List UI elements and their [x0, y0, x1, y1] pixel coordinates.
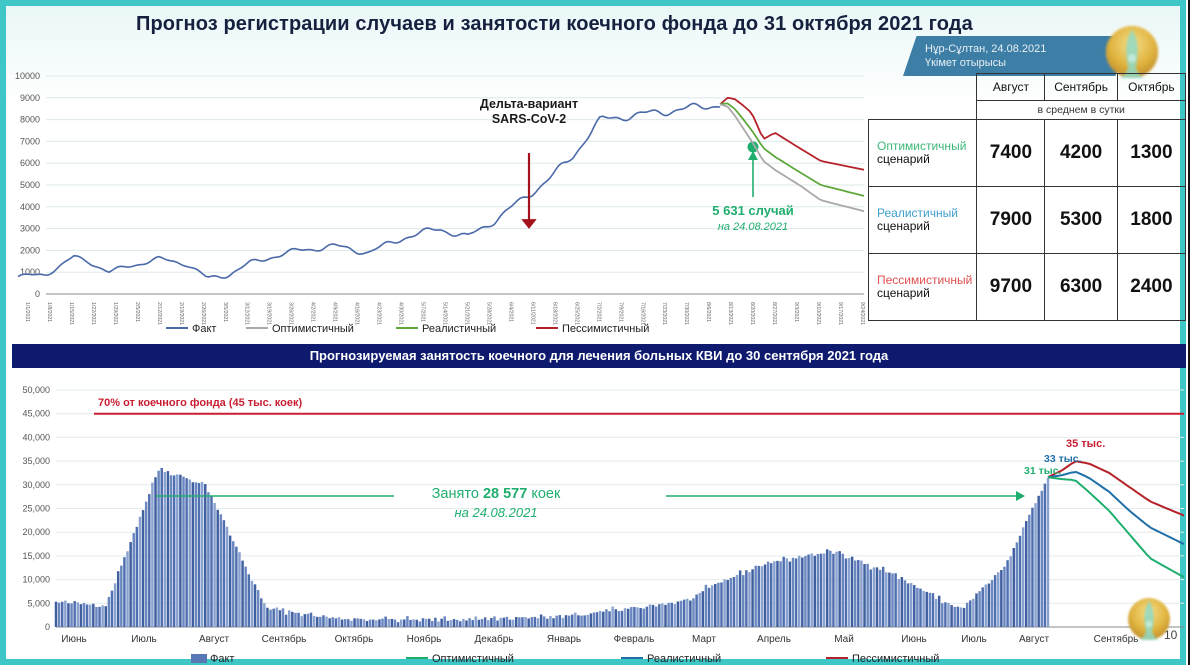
- svg-text:Ноябрь: Ноябрь: [407, 633, 442, 645]
- svg-text:7/16/2021: 7/16/2021: [639, 302, 645, 325]
- svg-text:Май: Май: [834, 634, 854, 645]
- svg-text:Июнь: Июнь: [61, 634, 86, 645]
- svg-text:8/20/2021: 8/20/2021: [749, 302, 755, 325]
- svg-text:3/5/2021: 3/5/2021: [222, 302, 228, 322]
- svg-text:5 631 случай: 5 631 случай: [712, 203, 793, 218]
- svg-text:Апрель: Апрель: [757, 634, 791, 645]
- svg-text:8000: 8000: [20, 115, 40, 125]
- svg-text:Факт: Факт: [210, 653, 234, 665]
- svg-text:35,000: 35,000: [22, 456, 50, 466]
- svg-text:8/6/2021: 8/6/2021: [705, 302, 711, 322]
- svg-text:7/9/2021: 7/9/2021: [617, 302, 623, 322]
- svg-text:5/7/2021: 5/7/2021: [420, 302, 426, 322]
- svg-text:1/8/2021: 1/8/2021: [46, 302, 52, 322]
- svg-text:7/2/2021: 7/2/2021: [595, 302, 601, 322]
- svg-text:6/4/2021: 6/4/2021: [507, 302, 513, 322]
- svg-text:Март: Март: [692, 634, 716, 645]
- svg-text:15,000: 15,000: [22, 551, 50, 561]
- svg-text:10,000: 10,000: [22, 575, 50, 585]
- svg-text:на 24.08.2021: на 24.08.2021: [454, 505, 537, 520]
- svg-text:Декабрь: Декабрь: [475, 633, 514, 645]
- svg-text:2/12/2021: 2/12/2021: [156, 302, 162, 325]
- svg-text:на 24.08.2021: на 24.08.2021: [718, 221, 788, 233]
- svg-text:6/18/2021: 6/18/2021: [551, 302, 557, 325]
- svg-text:Оптимистичный: Оптимистичный: [432, 653, 514, 665]
- svg-text:5/28/2021: 5/28/2021: [485, 302, 491, 325]
- svg-text:9/24/2021: 9/24/2021: [859, 302, 865, 325]
- svg-text:Август: Август: [199, 634, 230, 645]
- svg-text:Факт: Факт: [192, 323, 216, 335]
- svg-text:1/15/2021: 1/15/2021: [68, 302, 74, 325]
- svg-text:4/16/2021: 4/16/2021: [354, 302, 360, 325]
- svg-text:1/22/2021: 1/22/2021: [90, 302, 96, 325]
- svg-text:Занято 28 577 коек: Занято 28 577 коек: [432, 486, 561, 502]
- svg-text:1/29/2021: 1/29/2021: [112, 302, 118, 325]
- svg-text:Дельта-вариант: Дельта-вариант: [480, 97, 578, 111]
- svg-text:2/19/2021: 2/19/2021: [178, 302, 184, 325]
- svg-text:3/19/2021: 3/19/2021: [266, 302, 272, 325]
- svg-text:4/9/2021: 4/9/2021: [332, 302, 338, 322]
- svg-text:2000: 2000: [20, 245, 40, 255]
- svg-text:Июнь: Июнь: [901, 634, 926, 645]
- svg-text:9/10/2021: 9/10/2021: [815, 302, 821, 325]
- svg-text:0: 0: [45, 622, 50, 632]
- svg-text:Июль: Июль: [961, 634, 987, 645]
- svg-text:1/1/2021: 1/1/2021: [24, 302, 30, 322]
- svg-text:4/23/2021: 4/23/2021: [376, 302, 382, 325]
- svg-text:10000: 10000: [15, 71, 40, 81]
- svg-text:31 тыс.: 31 тыс.: [1024, 465, 1062, 477]
- svg-text:5000: 5000: [20, 180, 40, 190]
- svg-text:9/3/2021: 9/3/2021: [793, 302, 799, 322]
- svg-text:6/11/2021: 6/11/2021: [529, 302, 535, 325]
- svg-text:6/25/2021: 6/25/2021: [573, 302, 579, 325]
- svg-text:7/30/2021: 7/30/2021: [683, 302, 689, 325]
- svg-text:Реалистичный: Реалистичный: [647, 653, 721, 665]
- svg-text:70% от коечного фонда (45 тыс.: 70% от коечного фонда (45 тыс. коек): [98, 397, 303, 409]
- svg-text:4/2/2021: 4/2/2021: [310, 302, 316, 322]
- svg-text:Пессимистичный: Пессимистичный: [562, 323, 649, 335]
- svg-text:8/13/2021: 8/13/2021: [727, 302, 733, 325]
- svg-text:Июль: Июль: [131, 634, 157, 645]
- svg-text:4000: 4000: [20, 202, 40, 212]
- svg-text:20,000: 20,000: [22, 527, 50, 537]
- svg-text:Август: Август: [1019, 634, 1050, 645]
- svg-text:1000: 1000: [20, 267, 40, 277]
- svg-text:25,000: 25,000: [22, 504, 50, 514]
- svg-text:Реалистичный: Реалистичный: [422, 323, 496, 335]
- svg-text:9/17/2021: 9/17/2021: [837, 302, 843, 325]
- svg-text:9000: 9000: [20, 93, 40, 103]
- svg-text:2/26/2021: 2/26/2021: [200, 302, 206, 325]
- svg-text:40,000: 40,000: [22, 432, 50, 442]
- svg-text:7/23/2021: 7/23/2021: [661, 302, 667, 325]
- svg-text:5,000: 5,000: [27, 598, 50, 608]
- svg-text:Октябрь: Октябрь: [335, 633, 374, 645]
- svg-text:Январь: Январь: [547, 634, 581, 645]
- svg-text:3000: 3000: [20, 224, 40, 234]
- svg-text:4/30/2021: 4/30/2021: [398, 302, 404, 325]
- svg-text:33 тыс.: 33 тыс.: [1044, 453, 1082, 465]
- svg-text:45,000: 45,000: [22, 409, 50, 419]
- svg-text:Пессимистичный: Пессимистичный: [852, 653, 939, 665]
- svg-text:30,000: 30,000: [22, 480, 50, 490]
- svg-text:6000: 6000: [20, 158, 40, 168]
- svg-text:35 тыс.: 35 тыс.: [1066, 438, 1105, 450]
- svg-text:0: 0: [35, 289, 40, 299]
- svg-text:3/12/2021: 3/12/2021: [244, 302, 250, 325]
- svg-text:Оптимистичный: Оптимистичный: [272, 323, 354, 335]
- svg-text:Сентябрь: Сентябрь: [262, 633, 307, 645]
- svg-text:7000: 7000: [20, 136, 40, 146]
- svg-text:3/26/2021: 3/26/2021: [288, 302, 294, 325]
- svg-text:SARS-CoV-2: SARS-CoV-2: [492, 112, 566, 126]
- svg-text:5/14/2021: 5/14/2021: [442, 302, 448, 325]
- svg-text:5/21/2021: 5/21/2021: [464, 302, 470, 325]
- svg-text:8/27/2021: 8/27/2021: [771, 302, 777, 325]
- svg-text:2/5/2021: 2/5/2021: [134, 302, 140, 322]
- svg-text:50,000: 50,000: [22, 385, 50, 395]
- svg-text:Февраль: Февраль: [614, 634, 655, 645]
